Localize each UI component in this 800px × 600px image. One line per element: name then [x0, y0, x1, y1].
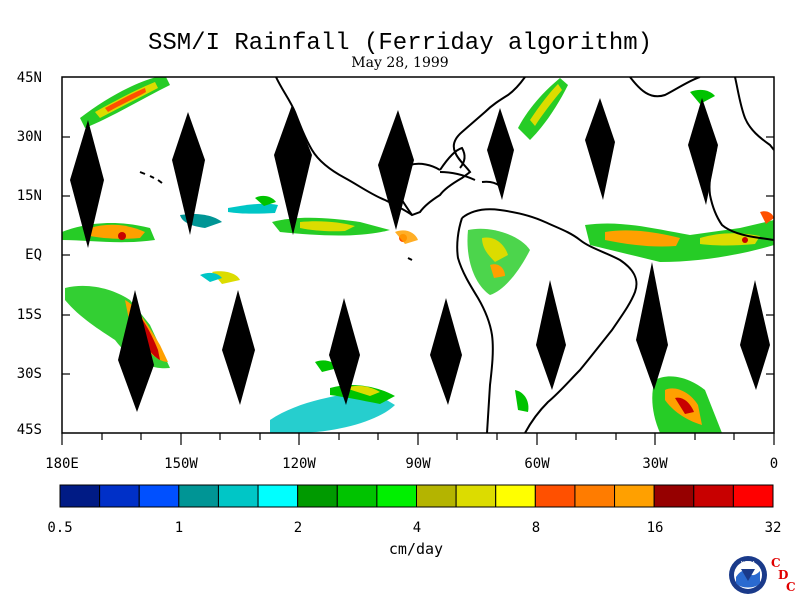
rain-area — [675, 397, 694, 414]
colorbar-swatch — [376, 484, 417, 508]
rain-area — [690, 89, 715, 104]
colorbar — [59, 484, 774, 508]
rain-area — [90, 224, 145, 239]
rainfall-field — [62, 77, 774, 433]
lon-label-180e: 180E — [45, 456, 79, 472]
swath-gap — [329, 298, 360, 405]
lon-label-60w: 60W — [524, 456, 550, 472]
coastline-north-america — [275, 77, 526, 217]
colorbar-swatch — [297, 484, 338, 508]
swath-gap — [378, 110, 414, 230]
colorbar-swatch — [99, 484, 140, 508]
swath-gap — [688, 98, 718, 205]
colorbar-swatch — [59, 484, 101, 508]
colorbar-swatch — [693, 484, 734, 508]
rain-area — [482, 237, 508, 262]
rain-area — [212, 271, 240, 284]
swath-gap — [487, 108, 514, 200]
rain-area — [105, 88, 146, 112]
coastline-south-america — [461, 208, 638, 433]
cdc-letter: C — [786, 580, 796, 594]
colorbar-swatch — [217, 484, 259, 508]
colorbar-label: 1 — [174, 520, 184, 536]
lat-label-30s: 30S — [16, 366, 42, 382]
map-ticks — [61, 136, 775, 445]
rain-area — [228, 203, 278, 214]
colorbar-label: 4 — [412, 520, 422, 536]
colorbar-swatch — [574, 484, 616, 508]
rain-area — [585, 220, 774, 262]
map-title: SSM/I Rainfall (Ferriday algorithm) — [147, 30, 653, 57]
swath-gap — [172, 112, 205, 235]
colorbar-swatch — [416, 484, 457, 508]
coastline-south-america-west — [456, 217, 494, 433]
map-date: May 28, 1999 — [351, 55, 449, 71]
rain-area — [300, 221, 355, 232]
coastline-galapagos — [407, 257, 413, 261]
swath-gap — [536, 280, 566, 390]
data-gaps — [70, 98, 770, 412]
colorbar-swatch — [178, 484, 219, 508]
colorbar-label: 0.5 — [47, 520, 73, 536]
rain-cell — [742, 237, 748, 243]
lat-label-30n: 30N — [16, 129, 42, 145]
colorbar-label: 16 — [646, 520, 664, 536]
colorbar-label: 2 — [293, 520, 303, 536]
rain-area — [530, 84, 562, 126]
coastline-florida — [439, 146, 466, 171]
cdc-letter: D — [778, 568, 789, 582]
rain-area — [490, 264, 505, 278]
rain-area — [395, 230, 418, 244]
swath-gap — [430, 298, 462, 405]
rain-area — [345, 385, 380, 396]
colorbar-swatch — [336, 484, 378, 508]
lon-label-0: 0 — [769, 456, 779, 472]
colorbar-label: 8 — [531, 520, 541, 536]
coastline-europe — [734, 77, 774, 151]
colorbar-swatch — [257, 484, 299, 508]
colorbar-swatch — [534, 484, 576, 508]
noaa-logo-icon: NOAA — [729, 556, 767, 594]
colorbar-units: cm/day — [388, 540, 444, 558]
rain-area — [467, 228, 530, 295]
rain-area — [605, 230, 680, 247]
swath-gap — [274, 105, 312, 235]
lat-label-eq: EQ — [25, 247, 42, 263]
swath-gap — [70, 120, 104, 248]
coastline-cuba — [439, 171, 476, 181]
swath-gap — [585, 98, 615, 200]
swath-gap — [222, 290, 255, 405]
lon-label-30w: 30W — [642, 456, 668, 472]
rain-area — [515, 390, 529, 412]
lon-label-90w: 90W — [405, 456, 431, 472]
coastline-greenland — [629, 77, 701, 98]
colorbar-swatch — [455, 484, 497, 508]
rain-area — [760, 211, 774, 224]
swath-gap — [636, 262, 668, 390]
coastline-hawaii — [139, 171, 163, 184]
lat-label-15s: 15S — [16, 307, 42, 323]
swath-gap — [118, 290, 154, 412]
lat-label-45n: 45N — [16, 70, 42, 86]
rain-area — [255, 195, 276, 206]
lon-label-120w: 120W — [282, 456, 316, 472]
colorbar-swatch — [138, 484, 180, 508]
noaa-logo-text: NOAA — [741, 561, 756, 567]
rain-cell — [118, 232, 126, 240]
colorbar-swatch — [732, 484, 774, 508]
colorbar-swatch — [653, 484, 695, 508]
lat-label-45s: 45S — [16, 422, 42, 438]
lon-label-150w: 150W — [164, 456, 198, 472]
lat-label-15n: 15N — [16, 188, 42, 204]
colorbar-label: 32 — [764, 520, 782, 536]
colorbar-swatch — [495, 484, 536, 508]
swath-gap — [740, 280, 770, 390]
rain-area — [200, 272, 222, 282]
cdc-letter: C — [771, 556, 781, 570]
colorbar-swatch — [614, 484, 655, 508]
